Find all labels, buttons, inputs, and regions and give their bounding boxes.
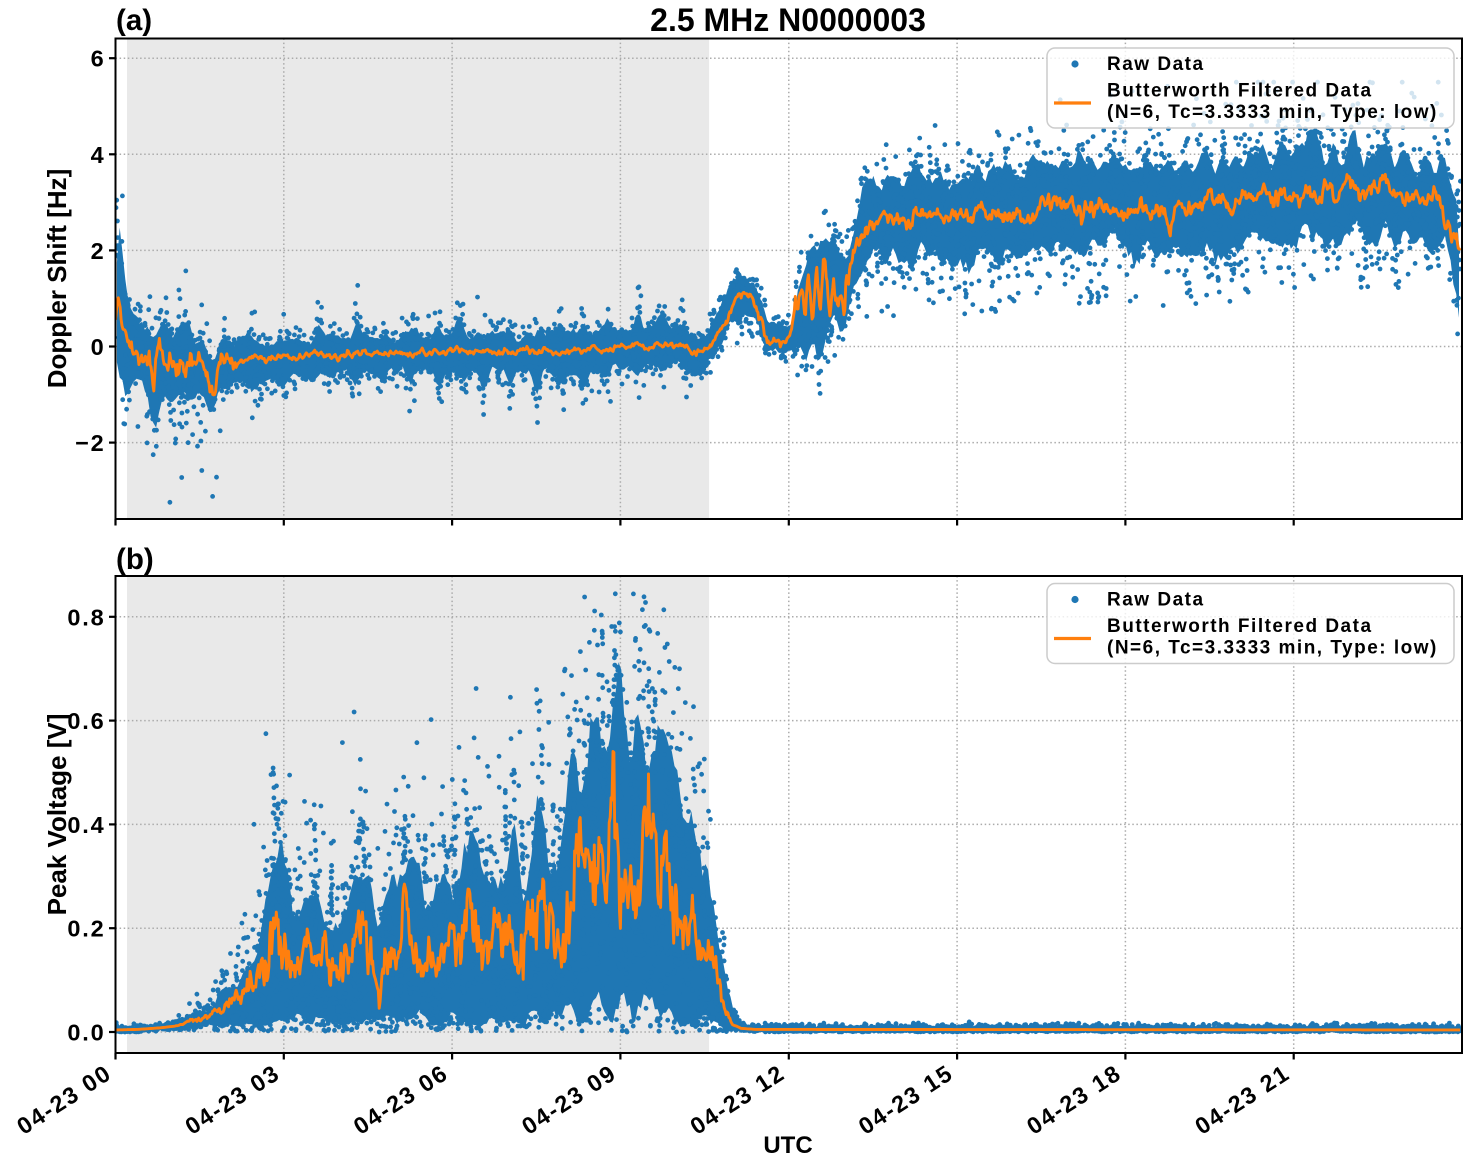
- svg-text:−2: −2: [75, 430, 105, 456]
- svg-text:Raw Data: Raw Data: [1107, 590, 1205, 611]
- svg-text:Raw Data: Raw Data: [1107, 54, 1205, 75]
- svg-text:Peak Voltage [V]: Peak Voltage [V]: [42, 714, 72, 916]
- svg-text:(N=6, Tc=3.3333 min, Type: low: (N=6, Tc=3.3333 min, Type: low): [1107, 102, 1438, 123]
- svg-text:0.4: 0.4: [67, 812, 105, 838]
- svg-text:0: 0: [91, 334, 106, 360]
- svg-text:0.6: 0.6: [67, 708, 105, 734]
- svg-text:2.5 MHz N0000003: 2.5 MHz N0000003: [650, 2, 926, 38]
- svg-text:4: 4: [91, 142, 106, 168]
- svg-text:Doppler Shift [Hz]: Doppler Shift [Hz]: [42, 169, 72, 389]
- svg-text:Butterworth Filtered Data: Butterworth Filtered Data: [1107, 81, 1373, 102]
- svg-text:0.2: 0.2: [67, 916, 105, 942]
- svg-text:0.8: 0.8: [67, 604, 105, 630]
- svg-text:0.0: 0.0: [67, 1020, 105, 1046]
- svg-text:Butterworth Filtered Data: Butterworth Filtered Data: [1107, 616, 1373, 637]
- svg-text:6: 6: [91, 46, 106, 72]
- svg-text:(a): (a): [116, 4, 152, 37]
- svg-text:(b): (b): [116, 543, 154, 576]
- svg-text:UTC: UTC: [763, 1132, 812, 1159]
- svg-text:(N=6, Tc=3.3333 min, Type: low: (N=6, Tc=3.3333 min, Type: low): [1107, 638, 1438, 659]
- svg-text:2: 2: [91, 238, 106, 264]
